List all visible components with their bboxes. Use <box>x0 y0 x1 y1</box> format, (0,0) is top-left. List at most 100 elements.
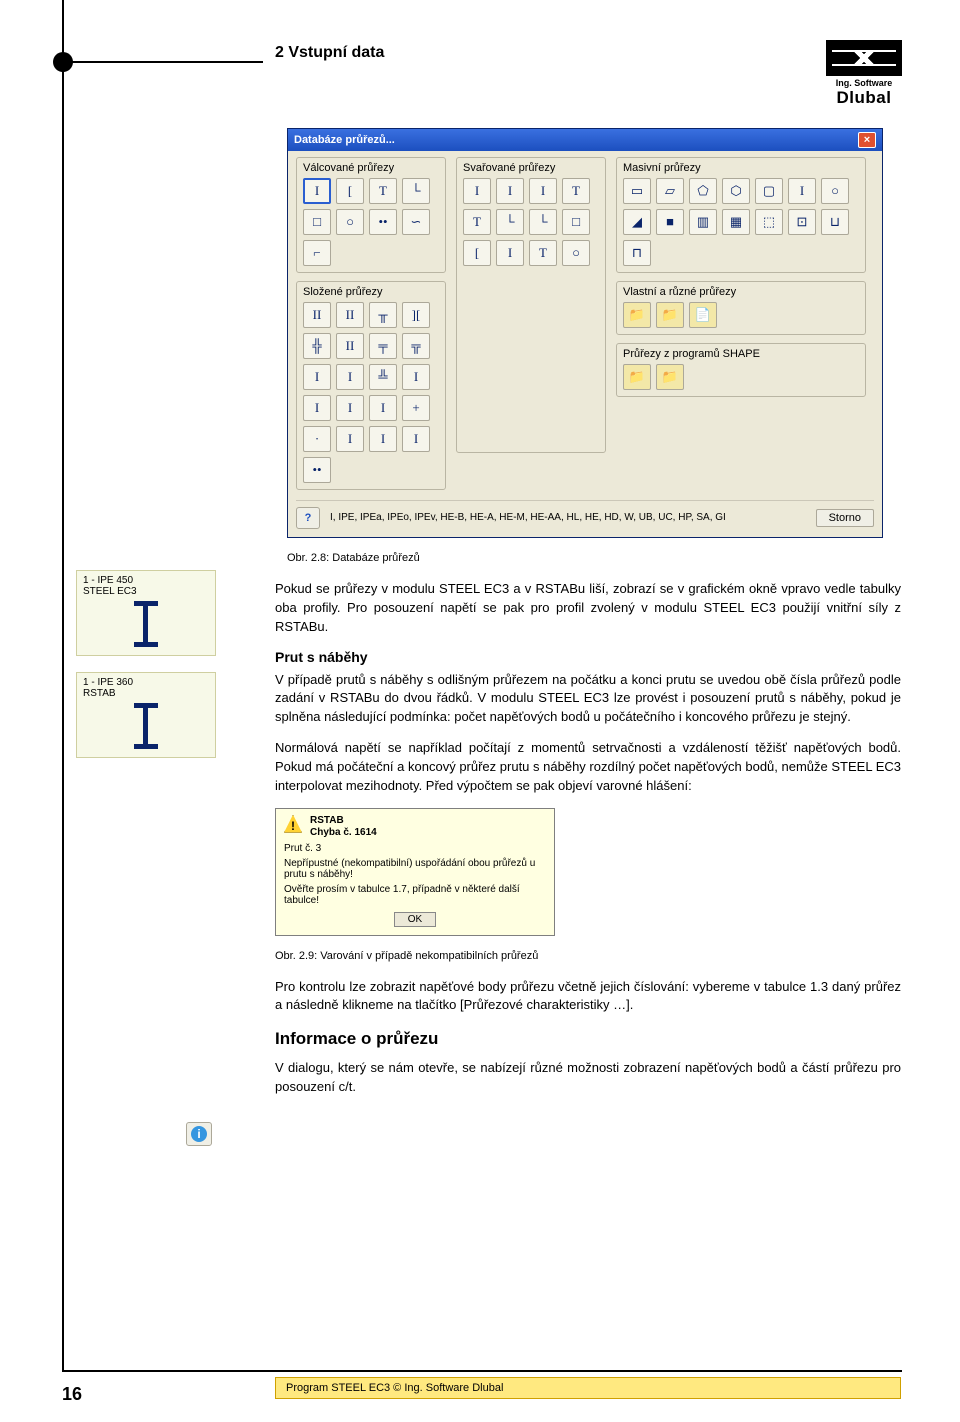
thumb-b-label1: 1 - IPE 360 <box>83 677 209 688</box>
section-heading: 2 Vstupní data <box>275 44 384 62</box>
profile-icon-button[interactable]: ⬚ <box>755 209 783 235</box>
profile-icon-button[interactable]: II <box>303 302 331 328</box>
profile-icon-button[interactable]: ⌐ <box>303 240 331 266</box>
footer-rule <box>62 1370 902 1372</box>
profile-icon-button[interactable]: └ <box>402 178 430 204</box>
warning-line3: Ověřte prosím v tabulce 1.7, případně v … <box>284 884 546 906</box>
profile-icon-button[interactable]: I <box>369 395 397 421</box>
profile-icon-button[interactable]: I <box>303 395 331 421</box>
profile-icon-button[interactable]: ∽ <box>402 209 430 235</box>
profile-icon-button[interactable]: T <box>529 240 557 266</box>
grid-shape: 📁📁 <box>623 364 859 390</box>
profile-icon-button[interactable]: I <box>402 364 430 390</box>
warning-icon: ! <box>284 815 302 833</box>
dialog-footer-text: I, IPE, IPEa, IPEo, IPEv, HE-B, HE-A, HE… <box>330 512 806 525</box>
profile-icon-button[interactable]: I <box>336 364 364 390</box>
help-button[interactable]: ? <box>296 507 320 529</box>
profile-icon-button[interactable]: □ <box>303 209 331 235</box>
paragraph-4: Pro kontrolu lze zobrazit napěťové body … <box>275 978 901 1016</box>
profile-icon-button[interactable]: ╥ <box>369 302 397 328</box>
page-corner-dot <box>53 52 73 72</box>
profile-icon-button[interactable]: ▦ <box>722 209 750 235</box>
profile-icon-button[interactable]: ╬ <box>303 333 331 359</box>
warning-ok-button[interactable]: OK <box>394 912 436 927</box>
page-vertical-rule <box>62 0 64 1370</box>
bridge-icon <box>826 40 902 76</box>
grid-masivni: ▭▱⬠⬡▢I○ ◢■▥▦⬚⊡⊔ ⊓ <box>623 178 859 266</box>
profile-icon-button[interactable]: ○ <box>821 178 849 204</box>
profile-icon-button[interactable]: II <box>336 302 364 328</box>
profile-icon-button[interactable]: · <box>303 426 331 452</box>
profile-icon-button[interactable]: ◢ <box>623 209 651 235</box>
grid-valcovane: I[T└ □○••∽ ⌐ <box>303 178 439 266</box>
profile-icon-button[interactable]: 📁 <box>656 364 684 390</box>
profile-icon-button[interactable]: T <box>369 178 397 204</box>
profile-icon-button[interactable]: •• <box>369 209 397 235</box>
profile-icon-button[interactable]: 📄 <box>689 302 717 328</box>
profile-icon-button[interactable]: ▭ <box>623 178 651 204</box>
profile-icon-button[interactable]: I <box>336 426 364 452</box>
group-title-masivni: Masivní průřezy <box>623 162 859 174</box>
profile-icon-button[interactable]: + <box>402 395 430 421</box>
group-title-shape: Průřezy z programů SHAPE <box>623 348 859 360</box>
profile-icon-button[interactable]: └ <box>529 209 557 235</box>
profile-icon-button[interactable]: ][ <box>402 302 430 328</box>
profile-icon-button[interactable]: I <box>496 178 524 204</box>
profile-icon-button[interactable]: ⬡ <box>722 178 750 204</box>
profile-icon-button[interactable]: •• <box>303 457 331 483</box>
group-shape: Průřezy z programů SHAPE 📁📁 <box>616 343 866 397</box>
profile-icon-button[interactable]: ⊔ <box>821 209 849 235</box>
thumb-b-label2: RSTAB <box>83 688 209 699</box>
profile-icon-button[interactable]: I <box>303 178 331 204</box>
warning-line1: Prut č. 3 <box>284 843 546 854</box>
profile-icon-button[interactable]: □ <box>562 209 590 235</box>
profile-icon-button[interactable]: I <box>463 178 491 204</box>
profile-icon-button[interactable]: I <box>402 426 430 452</box>
paragraph-5: V dialogu, který se nám otevře, se nabíz… <box>275 1059 901 1097</box>
database-dialog: Databáze průřezů... × Válcované průřezy … <box>287 128 883 538</box>
profile-icon-button[interactable]: I <box>369 426 397 452</box>
page-number: 16 <box>62 1384 82 1405</box>
group-title-vlastni: Vlastní a různé průřezy <box>623 286 859 298</box>
brand-logo: Ing. Software Dlubal <box>826 40 902 108</box>
iprofile-icon <box>134 601 158 647</box>
profile-icon-button[interactable]: I <box>529 178 557 204</box>
profile-icon-button[interactable]: ⊓ <box>623 240 651 266</box>
profile-icon-button[interactable]: ╦ <box>402 333 430 359</box>
profile-icon-button[interactable]: ○ <box>562 240 590 266</box>
caption-2-9: Obr. 2.9: Varování v případě nekompatibi… <box>275 950 901 962</box>
cancel-button[interactable]: Storno <box>816 509 874 527</box>
profile-icon-button[interactable]: ⊡ <box>788 209 816 235</box>
dialog-titlebar: Databáze průřezů... × <box>288 129 882 151</box>
profile-icon-button[interactable]: 📁 <box>656 302 684 328</box>
profile-icon-button[interactable]: └ <box>496 209 524 235</box>
profile-icon-button[interactable]: [ <box>336 178 364 204</box>
profile-icon-button[interactable]: 📁 <box>623 364 651 390</box>
profile-icon-button[interactable]: ▥ <box>689 209 717 235</box>
profile-icon-button[interactable]: I <box>496 240 524 266</box>
profile-icon-button[interactable]: ▢ <box>755 178 783 204</box>
group-svarovane: Svařované průřezy IIITT└└□[IT○ <box>456 157 606 453</box>
info-button[interactable]: i <box>186 1122 212 1146</box>
profile-icon-button[interactable]: [ <box>463 240 491 266</box>
profile-icon-button[interactable]: 📁 <box>623 302 651 328</box>
close-button[interactable]: × <box>858 132 876 148</box>
profile-icon-button[interactable]: T <box>562 178 590 204</box>
profile-icon-button[interactable]: I <box>788 178 816 204</box>
warning-err: Chyba č. 1614 <box>310 827 377 839</box>
group-masivni: Masivní průřezy ▭▱⬠⬡▢I○ ◢■▥▦⬚⊡⊔ ⊓ <box>616 157 866 273</box>
profile-icon-button[interactable]: ⬠ <box>689 178 717 204</box>
profile-icon-button[interactable]: I <box>303 364 331 390</box>
profile-icon-button[interactable]: ■ <box>656 209 684 235</box>
profile-icon-button[interactable]: T <box>463 209 491 235</box>
warning-app: RSTAB <box>310 815 377 827</box>
warning-line2: Nepřípustné (nekompatibilní) uspořádání … <box>284 858 546 880</box>
profile-icon-button[interactable]: ○ <box>336 209 364 235</box>
group-slozene: Složené průřezy IIII╥][╬II╤╦II╩IIII+·III… <box>296 281 446 490</box>
profile-icon-button[interactable]: ╩ <box>369 364 397 390</box>
paragraph-2: V případě prutů s náběhy s odlišným průř… <box>275 671 901 728</box>
profile-icon-button[interactable]: II <box>336 333 364 359</box>
profile-icon-button[interactable]: ▱ <box>656 178 684 204</box>
profile-icon-button[interactable]: ╤ <box>369 333 397 359</box>
profile-icon-button[interactable]: I <box>336 395 364 421</box>
